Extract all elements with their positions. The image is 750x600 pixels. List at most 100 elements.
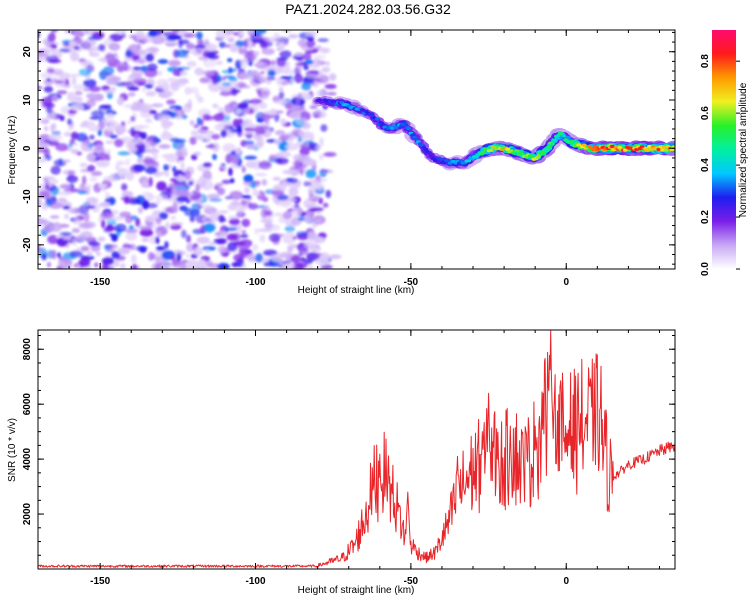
spectrogram-noise-blob bbox=[68, 73, 82, 77]
spectrogram-noise-blob bbox=[228, 218, 241, 226]
spectrogram-noise-blob bbox=[155, 246, 166, 251]
spectrogram-noise-blob bbox=[285, 143, 299, 151]
spectrogram-noise-blob bbox=[67, 118, 72, 126]
spectrogram-noise-blob bbox=[62, 236, 71, 240]
spectrogram-noise-blob bbox=[255, 252, 263, 263]
spectrogram-noise-blob bbox=[85, 186, 91, 195]
spectrogram-noise-blob bbox=[319, 252, 331, 262]
spectrogram-noise-blob bbox=[145, 91, 157, 97]
spectrogram-noise-blob bbox=[312, 109, 326, 116]
spectrogram-noise-blob bbox=[71, 228, 81, 234]
spectrogram-noise-blob bbox=[291, 154, 300, 160]
spectrogram-noise-blob bbox=[315, 45, 322, 50]
spectrogram-noise-blob bbox=[43, 126, 49, 132]
spectrogram-signal-blob bbox=[656, 147, 662, 151]
y-tick-label: 4000 bbox=[22, 448, 33, 471]
spectrogram-noise-blob bbox=[111, 251, 121, 259]
spectrogram-noise-blob bbox=[75, 264, 81, 269]
spectrogram-noise-blob bbox=[97, 58, 108, 62]
colorbar-ticks: 0.0 0.2 0.4 0.6 0.8 bbox=[700, 54, 740, 276]
spectrogram-noise-blob bbox=[278, 90, 285, 100]
spectrogram-noise-blob bbox=[308, 207, 323, 212]
spectrogram-noise-blob bbox=[119, 211, 132, 218]
spectrogram-noise-blob bbox=[101, 85, 111, 91]
spectrogram-noise-blob bbox=[268, 154, 276, 162]
spectrogram-noise-blob bbox=[281, 80, 290, 85]
spectrogram-noise-blob bbox=[274, 130, 286, 136]
spectrogram-noise-blob bbox=[202, 162, 212, 168]
spectrogram-signal-blob bbox=[423, 147, 429, 151]
spectrogram-noise-blob bbox=[68, 41, 77, 46]
spectrogram-signal-blob bbox=[568, 140, 574, 144]
spectrogram-noise-blob bbox=[155, 217, 163, 222]
spectrogram-noise-blob bbox=[144, 83, 153, 89]
spectrogram-signal-blob bbox=[546, 145, 552, 149]
spectrogram-signal-blob bbox=[622, 148, 628, 152]
spectrogram-noise-blob bbox=[199, 77, 211, 84]
spectrogram-noise-blob bbox=[311, 58, 322, 65]
spectrogram-noise-blob bbox=[302, 158, 317, 166]
spectrogram-noise-blob bbox=[299, 146, 310, 157]
spectrogram-noise-blob bbox=[194, 266, 208, 269]
spectrogram-noise-blob bbox=[196, 247, 203, 252]
spectrogram-noise-blob bbox=[45, 200, 53, 207]
spectrogram-noise-blob bbox=[139, 226, 153, 231]
spectrogram-noise-blob bbox=[66, 175, 79, 183]
spectrogram-noise-blob bbox=[312, 54, 326, 60]
spectrogram-noise-blob bbox=[319, 137, 324, 147]
spectrogram-noise-blob bbox=[308, 195, 321, 202]
spectrogram-noise-blob bbox=[64, 190, 72, 195]
y-tick-label: 2000 bbox=[22, 502, 33, 525]
spectrogram-noise-blob bbox=[195, 31, 203, 40]
spectrogram-noise-blob bbox=[276, 57, 287, 68]
spectrogram-noise-blob bbox=[79, 59, 91, 65]
y-tick-label: 0 bbox=[22, 145, 33, 151]
snr-y-axis-label: SNR (10 * v/v) bbox=[7, 418, 18, 482]
spectrogram-noise-blob bbox=[38, 85, 43, 90]
spectrogram-noise-blob bbox=[81, 175, 87, 185]
spectrogram-noise-blob bbox=[62, 205, 71, 210]
spectrogram-noise-blob bbox=[250, 32, 263, 42]
spectrogram-noise-blob bbox=[325, 61, 330, 66]
spectrogram-noise-blob bbox=[254, 173, 268, 177]
spectrogram-noise-blob bbox=[101, 219, 106, 229]
spectrogram-noise-blob bbox=[47, 180, 53, 187]
spectrogram-noise-blob bbox=[267, 69, 276, 77]
spectrogram-noise-blob bbox=[215, 30, 227, 39]
spectrogram-noise-blob bbox=[288, 34, 299, 39]
spectrogram-noise-blob bbox=[84, 139, 91, 148]
spectrogram-noise-blob bbox=[256, 61, 265, 67]
spectrogram-noise-blob bbox=[114, 125, 127, 134]
spectrogram-noise-blob bbox=[328, 254, 342, 260]
spectrogram-noise-blob bbox=[50, 30, 58, 33]
spectrogram-noise-blob bbox=[253, 72, 262, 77]
spectrogram-signal-blob bbox=[593, 145, 598, 149]
spectrogram-noise-blob bbox=[264, 210, 273, 216]
spectrogram-signal-blob bbox=[647, 144, 652, 148]
spectrogram-signal-blob bbox=[576, 143, 582, 147]
spectrogram-signal-blob bbox=[389, 126, 395, 130]
spectrogram-noise-blob bbox=[142, 191, 152, 198]
spectrogram-noise-blob bbox=[95, 251, 102, 257]
spectrogram-noise-blob bbox=[160, 132, 173, 140]
spectrogram-noise-blob bbox=[101, 71, 106, 81]
spectrogram-noise-blob bbox=[56, 90, 68, 95]
spectrogram-noise-blob bbox=[227, 241, 238, 252]
spectrogram-noise-blob bbox=[47, 234, 60, 245]
spectrogram-noise-blob bbox=[212, 103, 219, 109]
spectrogram-noise-blob bbox=[186, 234, 191, 244]
spectrogram-noise-blob bbox=[202, 59, 217, 68]
spectrogram-noise-blob bbox=[48, 133, 63, 142]
spectrogram-noise-blob bbox=[222, 112, 230, 116]
spectrogram-noise-blob bbox=[62, 169, 77, 175]
spectrogram-noise-blob bbox=[82, 39, 97, 47]
spectrogram-noise-blob bbox=[249, 55, 256, 61]
spectrogram-noise-blob bbox=[272, 176, 281, 181]
spectrogram-noise-blob bbox=[83, 78, 97, 88]
spectrogram-noise-blob bbox=[249, 109, 254, 114]
spectrogram-noise-blob bbox=[261, 90, 270, 96]
spectrogram-noise-blob bbox=[55, 143, 69, 152]
spectrogram-noise-blob bbox=[230, 87, 238, 96]
spectrogram-noise-blob bbox=[324, 83, 337, 90]
spectrogram-noise-blob bbox=[146, 46, 160, 53]
